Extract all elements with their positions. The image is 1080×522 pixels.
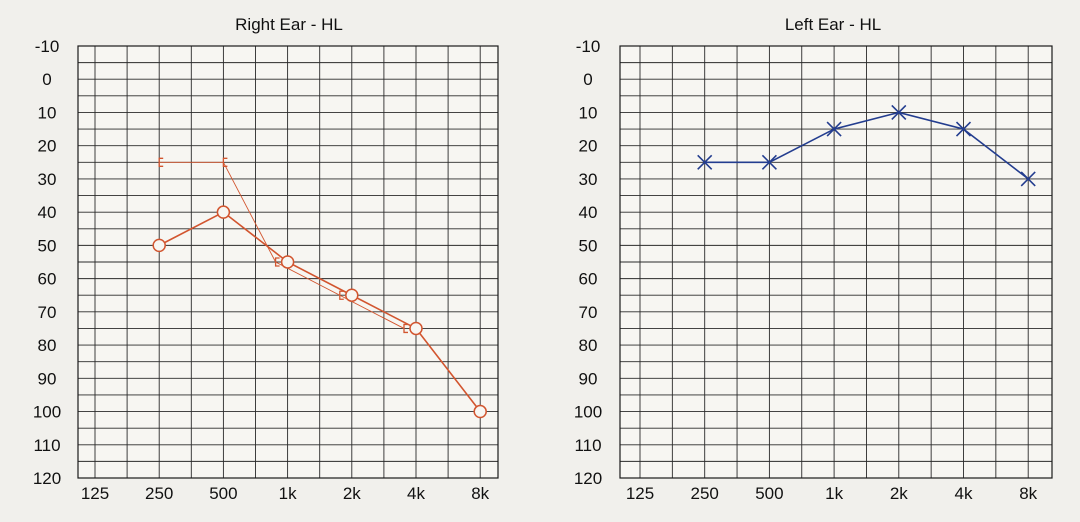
y-tick-label: 80: [38, 336, 57, 355]
data-point-bracket: [339, 290, 344, 300]
y-tick-label: 0: [42, 70, 51, 89]
y-tick-label: 90: [579, 369, 598, 388]
y-tick-label: -10: [35, 37, 60, 56]
data-point-cross: [826, 121, 842, 137]
x-tick-label: 4k: [955, 484, 973, 503]
y-tick-label: 110: [33, 436, 60, 455]
y-tick-label: 70: [38, 303, 57, 322]
y-tick-label: 40: [38, 203, 57, 222]
x-tick-label: 125: [81, 484, 109, 503]
y-tick-label: 110: [574, 436, 601, 455]
plot-frame: [619, 45, 1053, 479]
data-point-bracket: [403, 323, 408, 334]
x-tick-label: 1k: [279, 484, 297, 503]
data-point-circle: [473, 404, 487, 419]
series-line: [704, 111, 1029, 180]
y-tick-label: 80: [579, 336, 598, 355]
y-tick-label: 100: [574, 403, 602, 422]
data-point-cross: [955, 121, 972, 137]
x-tick-label: 8k: [471, 484, 489, 503]
x-tick-label: 8k: [1019, 484, 1037, 503]
y-tick-label: 100: [33, 403, 61, 422]
y-tick-label: 60: [579, 270, 598, 289]
data-point-circle: [216, 205, 231, 219]
x-tick-label: 500: [209, 484, 237, 503]
data-point-cross: [1020, 171, 1036, 187]
data-point-circle: [409, 321, 423, 336]
data-point-cross: [761, 154, 777, 170]
y-tick-label: 70: [579, 303, 598, 322]
y-tick-label: 40: [579, 203, 598, 222]
data-point-circle: [152, 238, 166, 253]
x-tick-label: 250: [691, 484, 719, 503]
x-tick-label: 2k: [890, 484, 908, 503]
y-tick-label: 30: [579, 170, 598, 189]
left-ear-chart: Left Ear - HL -10 0 10 20 30 40 50 60 70 80 90 100 1…: [574, 15, 1053, 503]
series-line: [158, 211, 481, 413]
y-tick-label: 120: [574, 469, 602, 488]
right-ear-chart: Right Ear - HL -10 0 10 20 30 40 50 60 70 80 90 100…: [33, 15, 499, 503]
chart-title: Left Ear - HL: [785, 15, 881, 34]
y-tick-label: 30: [38, 170, 57, 189]
x-tick-label: 250: [145, 484, 173, 503]
data-point-bracket: [274, 257, 280, 267]
data-point-cross: [697, 154, 713, 170]
y-tick-label: 10: [38, 103, 57, 122]
plot-frame: [77, 45, 499, 479]
x-tick-label: 2k: [343, 484, 361, 503]
chart-title: Right Ear - HL: [235, 15, 343, 34]
y-tick-label: 0: [583, 70, 592, 89]
x-tick-label: 4k: [407, 484, 425, 503]
x-tick-label: 500: [755, 484, 783, 503]
data-point-bracket: [158, 157, 164, 167]
y-tick-label: 20: [38, 137, 57, 156]
y-tick-label: 90: [38, 369, 57, 388]
y-tick-label: 50: [38, 236, 57, 255]
data-point-cross: [891, 104, 907, 121]
y-tick-label: 20: [579, 137, 598, 156]
y-tick-label: 10: [579, 103, 598, 122]
y-tick-label: -10: [576, 37, 601, 56]
y-tick-label: 60: [38, 270, 57, 289]
data-point-bracket: [222, 157, 228, 167]
x-tick-label: 125: [626, 484, 654, 503]
y-tick-label: 50: [579, 236, 598, 255]
y-tick-label: 120: [33, 469, 61, 488]
x-tick-label: 1k: [825, 484, 843, 503]
